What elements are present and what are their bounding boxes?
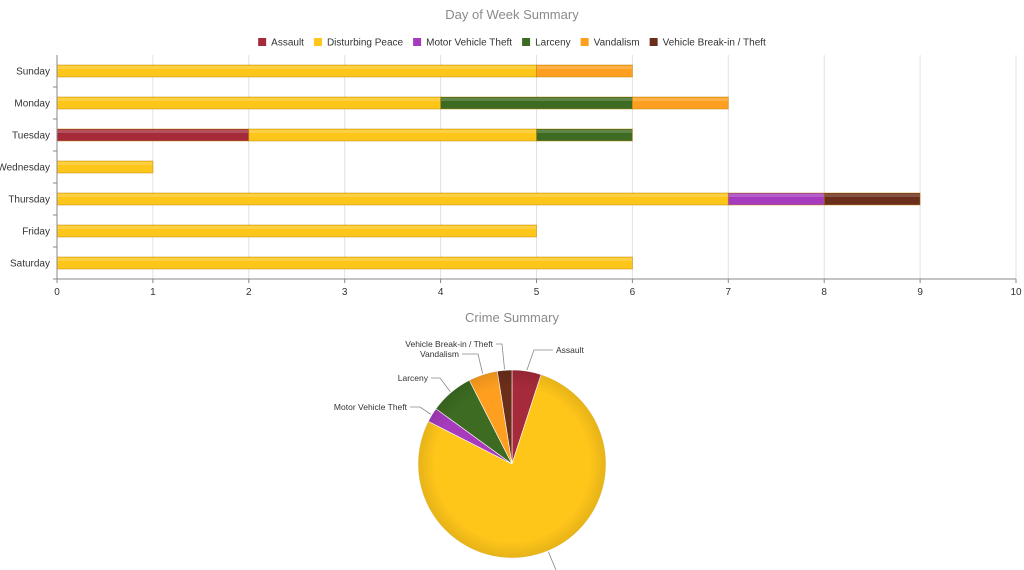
bar-highlight [57,226,536,229]
legend-swatch-disturbing-peace [313,38,322,46]
legend-swatch-larceny [522,38,531,46]
pie-connector-motor-vehicle-theft [410,406,432,415]
legend-label-motor-vehicle-theft: Motor Vehicle Theft [426,38,512,49]
bar-highlight [728,194,824,197]
pie-chart-labels: Assault Motor Vehicle Theft Larceny Vandali… [334,339,585,570]
y-tick-label-thursday: Thursday [8,195,50,206]
pie-label-vandalism: Vandalism [420,349,459,359]
bar-highlight [632,98,728,101]
y-tick-label-tuesday: Tuesday [12,131,50,142]
x-tick-label: 3 [342,287,348,298]
bar-chart-title: Day of Week Summary [445,7,579,22]
legend-swatch-vehicle-break-in-theft [649,38,658,46]
bar-highlight [57,66,536,69]
y-tick-label-saturday: Saturday [10,259,50,270]
bar-chart-bars [56,64,921,270]
x-tick-label: 9 [917,287,923,298]
pie-label-larceny: Larceny [398,373,429,383]
x-tick-label: 10 [1010,287,1022,298]
legend-label-vehicle-break-in-theft: Vehicle Break-in / Theft [663,38,766,49]
x-tick-label: 8 [821,287,827,298]
bar-chart-x-axis: 0 1 2 3 4 5 6 7 8 9 10 [54,278,1022,298]
x-tick-label: 7 [726,287,732,298]
y-tick-label-friday: Friday [22,227,50,238]
bar-highlight [824,194,920,197]
legend-label-larceny: Larceny [535,38,571,49]
x-tick-label: 0 [54,287,60,298]
pie-connector-assault [526,349,553,371]
legend-swatch-motor-vehicle-theft [413,38,422,46]
bar-highlight [57,258,632,261]
pie-shading [418,370,606,558]
bar-chart-y-axis: Sunday Monday Tuesday Wednesday Thursday Frid… [0,55,58,280]
pie-connector-vehicle-break-in-theft [496,343,505,370]
pie-connector-larceny [431,377,451,393]
pie-label-vehicle-break-in-theft: Vehicle Break-in / Theft [405,339,493,349]
x-tick-label: 4 [438,287,444,298]
pie-label-assault: Assault [556,345,585,355]
bar-vehicle-break-in-theft-thursday [823,192,921,206]
bar-highlight [249,130,537,133]
y-tick-label-sunday: Sunday [16,67,50,78]
legend-swatch-vandalism [580,38,589,46]
y-tick-label-wednesday: Wednesday [0,163,50,174]
bar-chart-grid [152,55,1017,279]
x-tick-label: 2 [246,287,252,298]
pie-connector-vandalism [462,353,484,374]
legend-label-disturbing-peace: Disturbing Peace [327,38,404,49]
bar-highlight [57,162,153,165]
legend-label-assault: Assault [271,38,304,49]
y-tick-label-monday: Monday [14,99,50,110]
bar-vandalism-sunday [536,64,633,78]
legend-swatch-assault [258,38,267,46]
bar-highlight [57,130,249,133]
bar-larceny-tuesday [536,128,633,142]
x-tick-label: 6 [630,287,636,298]
x-tick-label: 5 [534,287,540,298]
bar-vandalism-monday [632,96,729,110]
bar-highlight [537,66,632,69]
pie-connector-disturbing-peace [547,551,557,570]
bar-highlight [441,98,632,101]
pie-chart [417,369,607,559]
legend-label-vandalism: Vandalism [594,38,640,49]
bar-chart-legend: Assault Disturbing Peace Motor Vehicle The… [258,38,766,49]
x-tick-label: 1 [150,287,156,298]
bar-highlight [57,98,441,101]
pie-label-motor-vehicle-theft: Motor Vehicle Theft [334,402,408,412]
bar-highlight [537,130,632,133]
bar-highlight [57,194,728,197]
pie-chart-title: Crime Summary [465,310,559,325]
